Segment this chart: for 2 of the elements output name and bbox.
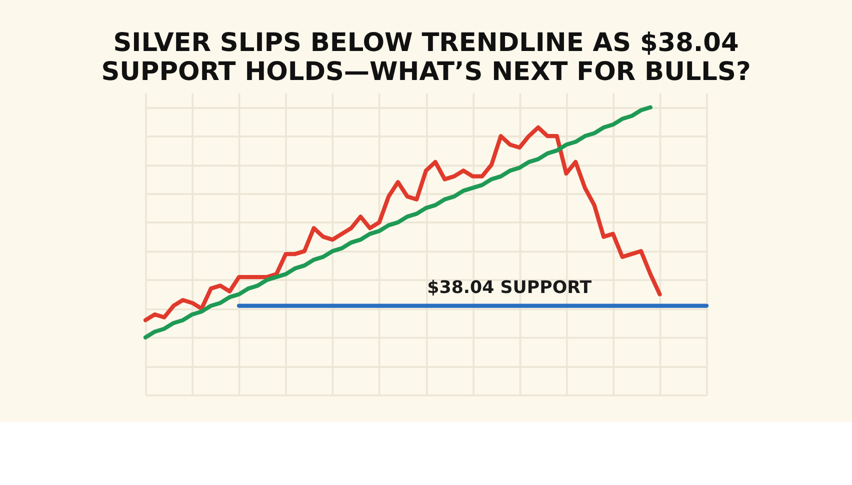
- chart-title: SILVER SLIPS BELOW TRENDLINE AS $38.04 SUPPORT HOLDS—WHAT’S NEXT FOR BULLS?: [101, 28, 751, 88]
- annotation: $38.04 SUPPORT: [427, 278, 592, 298]
